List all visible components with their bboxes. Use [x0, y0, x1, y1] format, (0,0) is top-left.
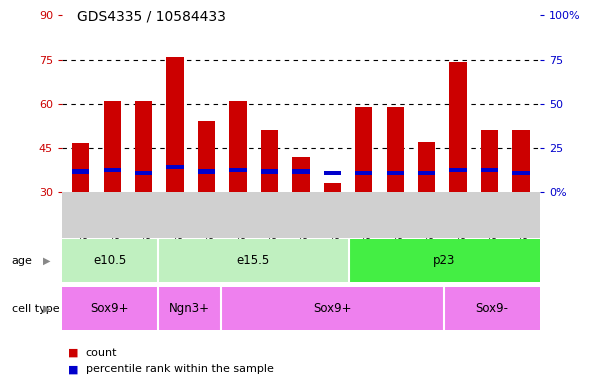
Bar: [261, 130, 278, 192]
Bar: [386, 170, 404, 175]
Text: ■: ■: [68, 348, 78, 358]
Bar: [166, 56, 183, 192]
Bar: [72, 144, 90, 192]
Bar: [292, 169, 310, 174]
Bar: [230, 101, 247, 192]
Text: p23: p23: [433, 254, 455, 267]
Text: ▶: ▶: [42, 256, 50, 266]
Text: Sox9+: Sox9+: [90, 302, 129, 315]
Text: count: count: [86, 348, 117, 358]
Bar: [158, 287, 221, 330]
Bar: [292, 157, 310, 192]
Text: Ngn3+: Ngn3+: [169, 302, 210, 315]
Bar: [512, 170, 530, 175]
Bar: [481, 130, 498, 192]
Bar: [355, 170, 372, 175]
Bar: [324, 183, 341, 192]
Bar: [450, 167, 467, 172]
Bar: [198, 121, 215, 192]
Bar: [198, 169, 215, 174]
Bar: [481, 167, 498, 172]
Bar: [104, 167, 121, 172]
Bar: [221, 287, 444, 330]
Text: cell type: cell type: [12, 304, 60, 314]
Text: age: age: [12, 256, 32, 266]
Text: e15.5: e15.5: [237, 254, 270, 267]
Bar: [386, 107, 404, 192]
Bar: [444, 287, 540, 330]
Bar: [62, 287, 158, 330]
Bar: [104, 101, 121, 192]
Text: Sox9-: Sox9-: [476, 302, 509, 315]
Bar: [261, 169, 278, 174]
Text: GDS4335 / 10584433: GDS4335 / 10584433: [77, 10, 225, 23]
Text: Sox9+: Sox9+: [313, 302, 352, 315]
Text: ■: ■: [68, 364, 78, 374]
Text: percentile rank within the sample: percentile rank within the sample: [86, 364, 273, 374]
Bar: [135, 170, 152, 175]
Bar: [349, 239, 540, 282]
Bar: [62, 239, 158, 282]
Bar: [166, 165, 183, 169]
Bar: [418, 170, 435, 175]
Bar: [418, 142, 435, 192]
Bar: [324, 170, 341, 175]
Bar: [512, 130, 530, 192]
Bar: [355, 107, 372, 192]
Text: e10.5: e10.5: [93, 254, 126, 267]
Bar: [72, 169, 90, 174]
Text: ▶: ▶: [42, 304, 50, 314]
Bar: [230, 167, 247, 172]
Bar: [135, 101, 152, 192]
Bar: [158, 239, 349, 282]
Bar: [450, 63, 467, 192]
